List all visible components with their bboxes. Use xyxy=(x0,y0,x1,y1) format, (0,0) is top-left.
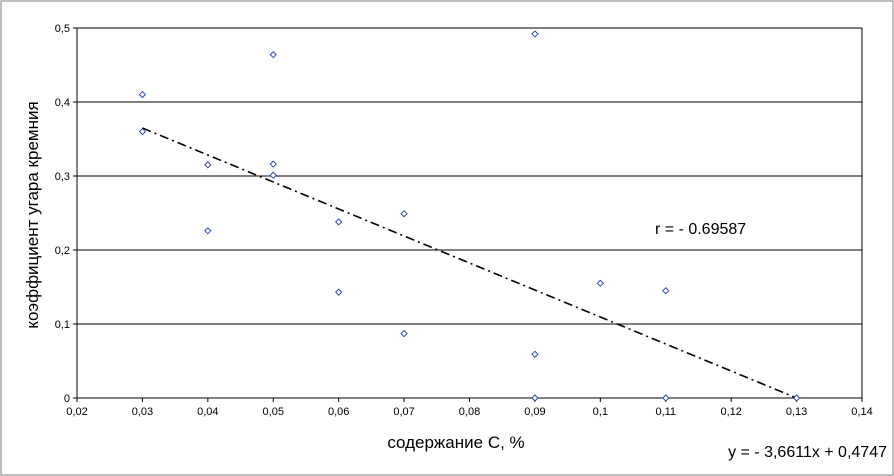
trendline-equation: y = - 3,6611x + 0,4747 xyxy=(728,444,887,461)
data-point xyxy=(531,350,539,358)
y-tick-label: 0,3 xyxy=(55,171,70,183)
data-point xyxy=(531,394,539,402)
x-tick-label: 0,06 xyxy=(328,406,349,418)
x-tick-label: 0,02 xyxy=(66,406,87,418)
x-tick-label: 0,04 xyxy=(197,406,218,418)
data-point xyxy=(531,30,539,38)
x-tick-label: 0,14 xyxy=(851,406,872,418)
data-points xyxy=(138,30,801,402)
y-tick-label: 0,2 xyxy=(55,245,70,257)
x-tick-label: 0,03 xyxy=(132,406,153,418)
y-tick-labels: 0 0,1 0,2 0,3 0,4 0,5 xyxy=(55,23,70,405)
data-point xyxy=(269,171,277,179)
data-point xyxy=(204,161,212,169)
data-point xyxy=(400,210,408,218)
y-axis-label: коэффициент угара кремния xyxy=(23,101,42,328)
y-tick-label: 0,5 xyxy=(55,23,70,35)
x-tick-label: 0,05 xyxy=(263,406,284,418)
data-point xyxy=(204,227,212,235)
y-tick-label: 0,1 xyxy=(55,319,70,331)
y-tick-label: 0 xyxy=(64,393,70,405)
y-tick-label: 0,4 xyxy=(55,97,70,109)
data-point xyxy=(792,394,801,402)
trendline-group xyxy=(142,127,797,399)
data-point xyxy=(335,218,343,226)
data-point xyxy=(400,329,408,338)
x-tick-label: 0,12 xyxy=(720,406,741,418)
trendline xyxy=(142,127,797,399)
data-point xyxy=(335,288,343,296)
data-point xyxy=(138,127,147,136)
x-tick-label: 0,07 xyxy=(393,406,414,418)
data-point xyxy=(269,160,277,168)
x-tick-label: 0,1 xyxy=(593,406,608,418)
x-tick-label: 0,11 xyxy=(655,406,676,418)
x-tick-labels: 0,02 0,03 0,04 0,05 0,06 0,07 0,08 0,09 0,1 0,11 0… xyxy=(66,406,872,418)
correlation-annotation: r = - 0.69587 xyxy=(655,221,746,238)
data-point xyxy=(662,394,670,402)
data-point xyxy=(269,51,277,59)
data-point xyxy=(596,279,604,287)
x-tick-label: 0,08 xyxy=(459,406,480,418)
x-tick-label: 0,13 xyxy=(786,406,807,418)
x-axis-label: содержание C, % xyxy=(387,433,524,452)
data-point xyxy=(138,90,147,99)
x-tick-label: 0,09 xyxy=(524,406,545,418)
data-point xyxy=(662,287,670,295)
